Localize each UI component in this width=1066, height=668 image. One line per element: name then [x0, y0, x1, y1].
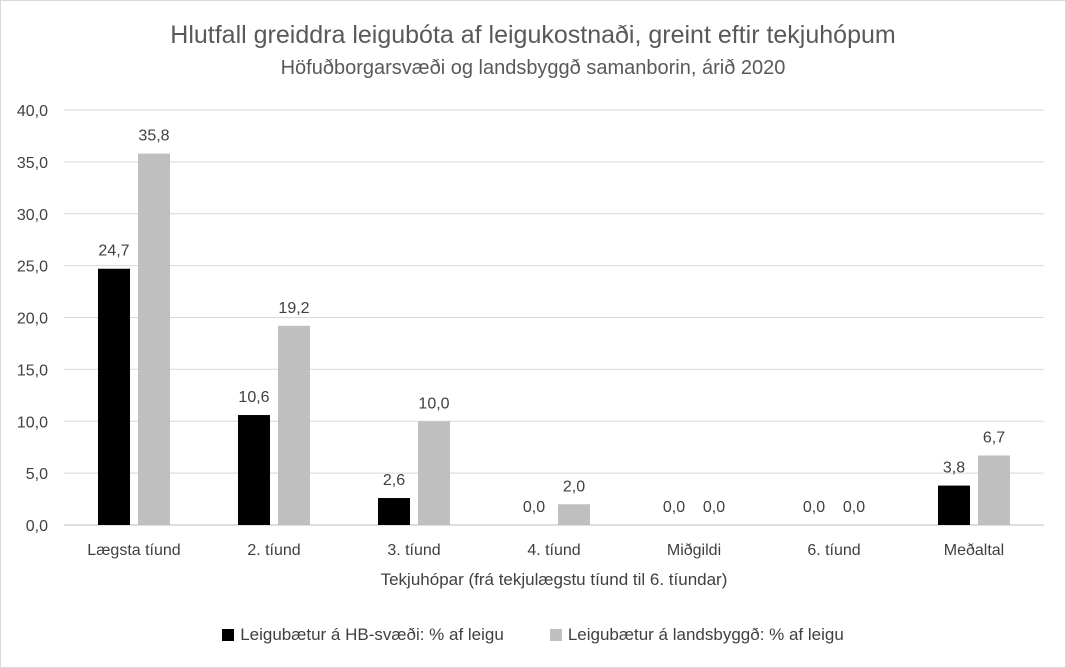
- data-label: 0,0: [703, 499, 725, 516]
- data-label: 6,7: [983, 429, 1005, 446]
- legend-label-landsbyggd: Leigubætur á landsbyggð: % af leigu: [567, 625, 844, 644]
- data-label: 2,6: [383, 472, 405, 489]
- y-axis-ticks: 0,0 5,0 10,0 15,0 20,0 25,0 30,0 35,0 40,0: [17, 103, 48, 535]
- data-label: 10,0: [418, 395, 449, 412]
- y-tick-label: 5,0: [26, 466, 48, 483]
- data-labels: 24,7 35,8 10,6 19,2 2,6 10,0 0,0 2,0 0,0 0,0 0,0 0,…: [98, 128, 1005, 516]
- y-tick-label: 0,0: [26, 518, 48, 535]
- bar-landsbyggd: [138, 153, 170, 525]
- x-tick-label: Miðgildi: [667, 542, 721, 559]
- bar-landsbyggd: [418, 421, 450, 525]
- gridlines: [64, 109, 1044, 526]
- x-tick-label: Lægsta tíund: [87, 542, 180, 559]
- y-tick-label: 30,0: [17, 207, 48, 224]
- legend: Leigubætur á HB-svæði: % af leigu Leigub…: [1, 625, 1065, 645]
- data-label: 24,7: [98, 243, 129, 260]
- chart-title: Hlutfall greiddra leigubóta af leigukost…: [170, 21, 896, 49]
- bar-chart: 0,0 5,0 10,0 15,0 20,0 25,0 30,0 35,0 40,0 24,7 3…: [17, 103, 1044, 589]
- legend-swatch-hb: [222, 629, 235, 641]
- x-axis-ticks: Lægsta tíund 2. tíund 3. tíund 4. tíund Miðg…: [87, 542, 1004, 559]
- data-label: 35,8: [138, 128, 169, 145]
- x-tick-label: 3. tíund: [387, 542, 440, 559]
- y-tick-label: 10,0: [17, 414, 48, 431]
- bars: [98, 153, 1010, 525]
- y-tick-label: 20,0: [17, 311, 48, 328]
- legend-label-hb: Leigubætur á HB-svæði: % af leigu: [240, 625, 504, 644]
- data-label: 0,0: [663, 499, 685, 516]
- chart-subtitle: Höfuðborgarsvæði og landsbyggð samanbori…: [280, 57, 786, 79]
- bar-landsbyggd: [558, 504, 590, 525]
- data-label: 0,0: [803, 499, 825, 516]
- legend-item-landsbyggd: Leigubætur á landsbyggð: % af leigu: [549, 625, 844, 645]
- bar-hb: [238, 415, 270, 525]
- y-tick-label: 25,0: [17, 259, 48, 276]
- legend-item-hb: Leigubætur á HB-svæði: % af leigu: [222, 625, 504, 645]
- x-tick-label: 6. tíund: [807, 542, 860, 559]
- data-label: 10,6: [238, 389, 269, 406]
- y-tick-label: 40,0: [17, 103, 48, 120]
- legend-swatch-landsbyggd: [549, 629, 562, 641]
- bar-hb: [378, 498, 410, 525]
- bar-hb: [98, 268, 130, 525]
- x-tick-label: 2. tíund: [247, 542, 300, 559]
- y-tick-label: 15,0: [17, 362, 48, 379]
- data-label: 0,0: [843, 499, 865, 516]
- data-label: 3,8: [943, 460, 965, 477]
- x-tick-label: 4. tíund: [527, 542, 580, 559]
- data-label: 0,0: [523, 499, 545, 516]
- bar-hb: [938, 485, 970, 525]
- bar-landsbyggd: [978, 455, 1010, 525]
- data-label: 2,0: [563, 478, 585, 495]
- data-label: 19,2: [278, 300, 309, 317]
- y-tick-label: 35,0: [17, 155, 48, 172]
- x-tick-label: Meðaltal: [944, 542, 1004, 559]
- x-axis-label: Tekjuhópar (frá tekjulægstu tíund til 6.…: [381, 570, 728, 589]
- bar-landsbyggd: [278, 325, 310, 525]
